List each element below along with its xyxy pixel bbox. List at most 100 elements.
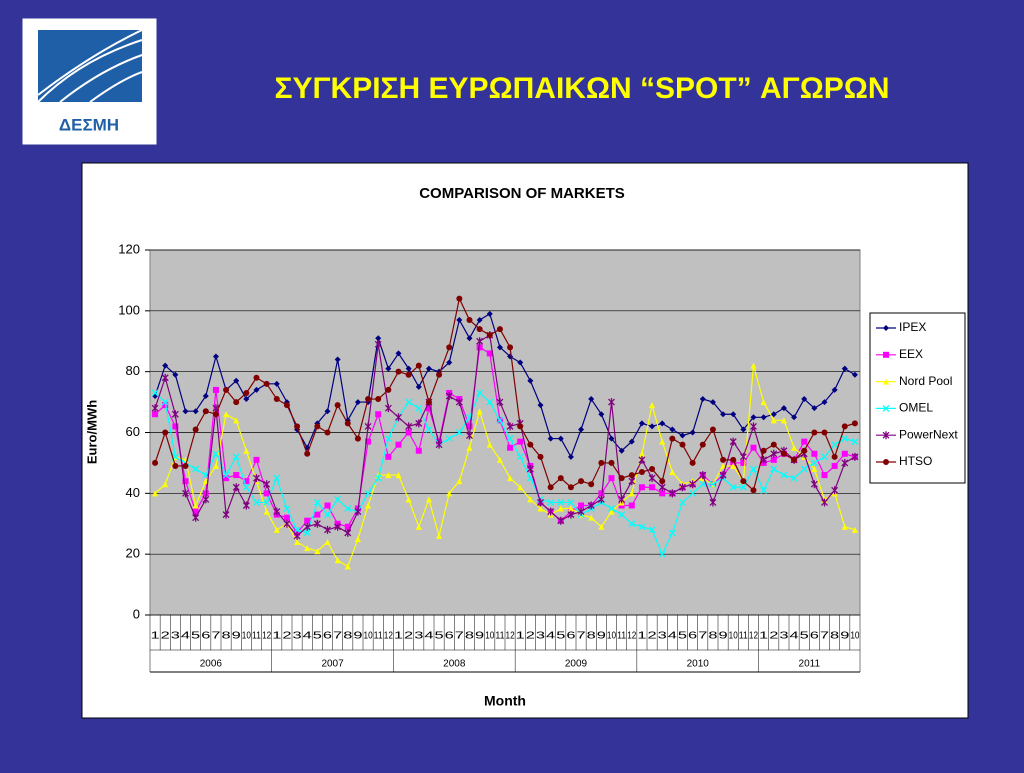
data-point bbox=[567, 484, 574, 491]
data-point bbox=[293, 526, 301, 534]
data-point bbox=[425, 399, 432, 406]
data-point bbox=[811, 405, 818, 412]
data-point bbox=[659, 490, 666, 497]
data-point bbox=[719, 471, 727, 480]
data-point bbox=[425, 405, 432, 412]
x-tick-label: 5 bbox=[678, 631, 688, 642]
data-point bbox=[263, 480, 271, 489]
x-tick-label: 5 bbox=[800, 631, 810, 642]
data-point bbox=[263, 498, 271, 506]
data-point bbox=[212, 462, 219, 469]
data-point bbox=[233, 417, 240, 424]
data-point bbox=[334, 402, 341, 409]
data-point bbox=[476, 344, 483, 351]
data-point bbox=[658, 550, 666, 558]
data-point bbox=[212, 411, 219, 418]
x-tick-label: 1 bbox=[759, 631, 769, 642]
data-point bbox=[233, 399, 240, 406]
data-point bbox=[161, 398, 169, 406]
year-label: 2007 bbox=[321, 659, 344, 670]
x-tick-label: 10 bbox=[364, 631, 374, 642]
x-tick-label: 2 bbox=[282, 631, 292, 642]
x-tick-label: 10 bbox=[242, 631, 252, 642]
data-point bbox=[649, 484, 656, 491]
data-point bbox=[567, 510, 575, 519]
data-point bbox=[415, 419, 423, 428]
data-point bbox=[628, 438, 635, 445]
data-point bbox=[182, 462, 189, 469]
data-point bbox=[425, 425, 433, 433]
y-tick-label: 120 bbox=[118, 241, 140, 256]
x-tick-label: 11 bbox=[617, 631, 627, 642]
data-point bbox=[557, 505, 564, 512]
x-tick-label: 12 bbox=[627, 631, 637, 642]
data-point bbox=[313, 498, 321, 506]
x-tick-label: 1 bbox=[272, 631, 282, 642]
data-point bbox=[699, 471, 707, 480]
data-point bbox=[162, 481, 169, 488]
data-point bbox=[851, 452, 859, 461]
data-point bbox=[679, 432, 686, 439]
x-tick-label: 7 bbox=[333, 631, 343, 642]
data-point bbox=[649, 466, 656, 472]
data-point bbox=[638, 469, 645, 476]
data-point bbox=[375, 335, 382, 342]
data-point bbox=[182, 478, 189, 485]
data-point bbox=[831, 386, 838, 393]
data-point bbox=[344, 528, 352, 537]
x-tick-label: 8 bbox=[708, 631, 718, 642]
data-point bbox=[405, 496, 412, 503]
data-point bbox=[242, 501, 250, 510]
data-point bbox=[476, 316, 483, 323]
data-point bbox=[486, 310, 493, 317]
x-tick-label: 1 bbox=[516, 631, 526, 642]
data-point bbox=[821, 429, 828, 436]
data-point bbox=[496, 398, 504, 407]
data-point bbox=[770, 441, 777, 448]
x-tick-label: 7 bbox=[820, 631, 830, 642]
data-point bbox=[709, 426, 716, 433]
data-point bbox=[486, 398, 494, 406]
data-point bbox=[811, 429, 818, 436]
data-point bbox=[841, 435, 849, 443]
data-point bbox=[730, 462, 737, 469]
series-line bbox=[154, 312, 856, 459]
data-point bbox=[455, 398, 463, 407]
data-point bbox=[405, 371, 412, 378]
x-tick-label: 8 bbox=[222, 631, 232, 642]
x-tick-label: 4 bbox=[790, 631, 800, 642]
legend-marker bbox=[882, 431, 890, 440]
data-point bbox=[770, 449, 778, 458]
data-point bbox=[324, 511, 331, 519]
data-point bbox=[729, 483, 737, 491]
data-point bbox=[192, 508, 199, 515]
data-point bbox=[334, 557, 341, 564]
data-point bbox=[851, 420, 858, 427]
data-point bbox=[557, 435, 564, 442]
x-tick-label: 4 bbox=[546, 631, 556, 642]
x-tick-label: 7 bbox=[698, 631, 708, 642]
data-point bbox=[334, 522, 342, 531]
x-tick-label: 11 bbox=[495, 631, 505, 642]
data-point bbox=[425, 496, 432, 503]
data-point bbox=[598, 523, 605, 530]
x-tick-label: 7 bbox=[577, 631, 587, 642]
y-tick-label: 0 bbox=[133, 606, 140, 621]
data-point bbox=[730, 456, 737, 463]
x-tick-label: 5 bbox=[191, 631, 201, 642]
x-tick-label: 2 bbox=[526, 631, 536, 642]
data-point bbox=[445, 392, 453, 400]
data-point bbox=[324, 502, 331, 509]
data-point bbox=[374, 340, 382, 349]
data-point bbox=[152, 490, 159, 497]
data-point bbox=[516, 453, 524, 461]
data-point bbox=[811, 450, 818, 457]
data-point bbox=[760, 486, 768, 494]
x-tick-label: 2 bbox=[648, 631, 658, 642]
data-point bbox=[567, 453, 574, 460]
data-point bbox=[628, 472, 635, 479]
y-tick-label: 80 bbox=[126, 363, 140, 378]
x-tick-label: 9 bbox=[232, 631, 242, 642]
data-point bbox=[618, 475, 625, 482]
data-point bbox=[263, 508, 270, 515]
